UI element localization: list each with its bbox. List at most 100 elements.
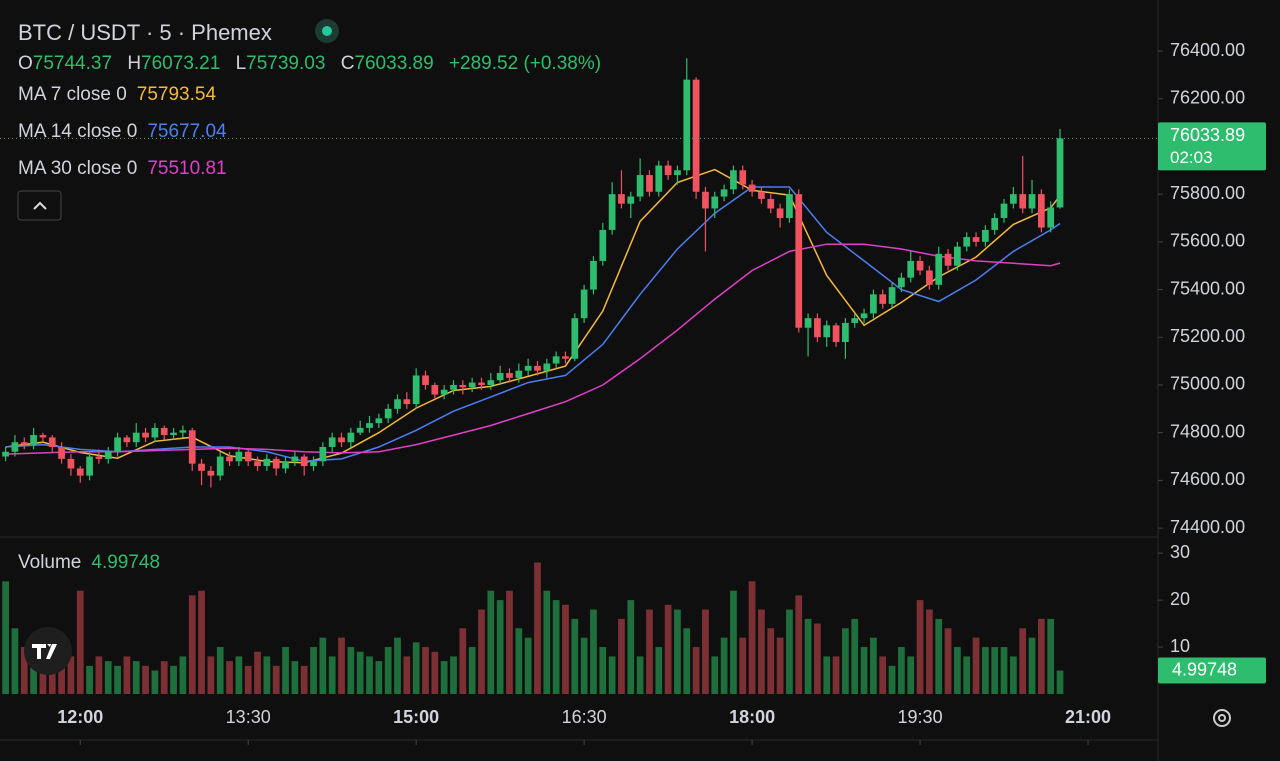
volume-bar [459, 628, 467, 694]
candle-body [67, 458, 75, 469]
candle-body [692, 79, 700, 192]
volume-bar [86, 665, 93, 694]
candle-body [580, 289, 588, 319]
candle-body [431, 384, 439, 395]
candle-body [991, 218, 999, 230]
volume-bar [879, 656, 887, 694]
volume-bar [450, 656, 457, 694]
candle-body [599, 229, 607, 261]
candle-body [636, 175, 644, 197]
volume-bar [151, 670, 159, 694]
candle-body [916, 260, 924, 271]
candle-body [972, 237, 980, 242]
logo-bg[interactable] [24, 627, 72, 675]
candle-body [655, 165, 663, 192]
volume-bar [552, 600, 560, 694]
gear-center[interactable] [1218, 714, 1226, 722]
candle-body [711, 196, 719, 209]
settings-icon[interactable] [1213, 709, 1231, 727]
c-label: C [340, 53, 355, 74]
volume-bar [982, 647, 989, 694]
y-tick-label: 74600.00 [1170, 469, 1245, 489]
candle-body [804, 318, 812, 328]
candle-body [403, 399, 411, 405]
volume-bar [95, 656, 103, 694]
candle-body [394, 399, 401, 409]
volume-bar [823, 656, 831, 694]
tv-logo[interactable] [24, 627, 72, 675]
gear[interactable] [1213, 709, 1231, 727]
volume-bar [832, 656, 840, 694]
volume-bar [580, 637, 588, 694]
candle-body [319, 446, 327, 462]
chevron[interactable] [33, 201, 47, 210]
candle-body [543, 363, 551, 371]
volume-bar [758, 609, 765, 694]
x-tick-label: 21:00 [1065, 707, 1111, 727]
volume-bar [67, 656, 75, 694]
candle-body [823, 325, 831, 338]
ma-legend-row: MA 7 close 0 75793.54 [18, 84, 216, 106]
candle-body [618, 194, 625, 204]
ma-legend-row: MA 14 close 0 75677.04 [18, 121, 227, 143]
collapse-button[interactable] [17, 190, 62, 221]
candle-body [478, 382, 485, 385]
ma-legend-row: MA 30 close 0 75510.81 [18, 158, 227, 180]
volume-bar [1056, 670, 1064, 694]
candle-body [114, 437, 121, 452]
candle-body [832, 325, 840, 343]
candle-body [702, 191, 709, 209]
l-value: 75739.03 [246, 53, 326, 74]
candle-body [328, 437, 336, 447]
y-tick-label: 75600.00 [1170, 231, 1245, 251]
volume-bar [170, 665, 177, 694]
volume-bar [422, 647, 429, 694]
volume-bar [935, 618, 943, 694]
logo-mark[interactable] [32, 644, 57, 659]
volume-bar [702, 609, 709, 694]
volume-tick-label: 30 [1170, 542, 1190, 562]
candle-body [487, 380, 495, 385]
volume-bar [599, 647, 607, 694]
countdown: 02:03 [1170, 148, 1213, 167]
candle-body [170, 432, 177, 436]
y-tick-label: 74800.00 [1170, 421, 1245, 441]
volume-bar [478, 609, 485, 694]
candle-body [39, 435, 47, 438]
candle-body [235, 451, 243, 462]
candle-body [795, 194, 803, 328]
volume-bar [786, 609, 793, 694]
volume-bar [888, 665, 896, 694]
volume-bar [870, 637, 877, 694]
volume-bar [179, 656, 187, 694]
volume-bar [664, 604, 672, 694]
candle-body [814, 318, 821, 338]
candle-body [1056, 138, 1064, 208]
volume-bar [646, 609, 653, 694]
candle-body [356, 427, 364, 433]
candle-body [300, 456, 308, 467]
candle-body [907, 260, 915, 278]
x-tick-label: 18:00 [729, 707, 775, 727]
candle-body [254, 461, 261, 467]
volume-bar [506, 590, 513, 694]
volume-bar [748, 581, 756, 694]
button-frame[interactable] [17, 190, 62, 221]
volume-bar [366, 656, 373, 694]
candle-body [132, 432, 140, 443]
ma-value: 75677.04 [147, 121, 227, 142]
volume-bar [48, 665, 56, 694]
candle-body [142, 432, 149, 438]
volume-bar [515, 628, 523, 694]
volume-bar [898, 647, 905, 694]
candle-body [590, 260, 597, 290]
volume-bar [412, 642, 420, 694]
candle-body [982, 229, 989, 242]
candle-body [310, 461, 317, 467]
ma-name: MA 7 close 0 [18, 84, 127, 105]
volume-bar [440, 661, 448, 694]
candle-body [552, 356, 560, 364]
candle-body [282, 461, 289, 469]
symbol-title: BTC / USDT · 5 · Phemex [18, 20, 272, 45]
